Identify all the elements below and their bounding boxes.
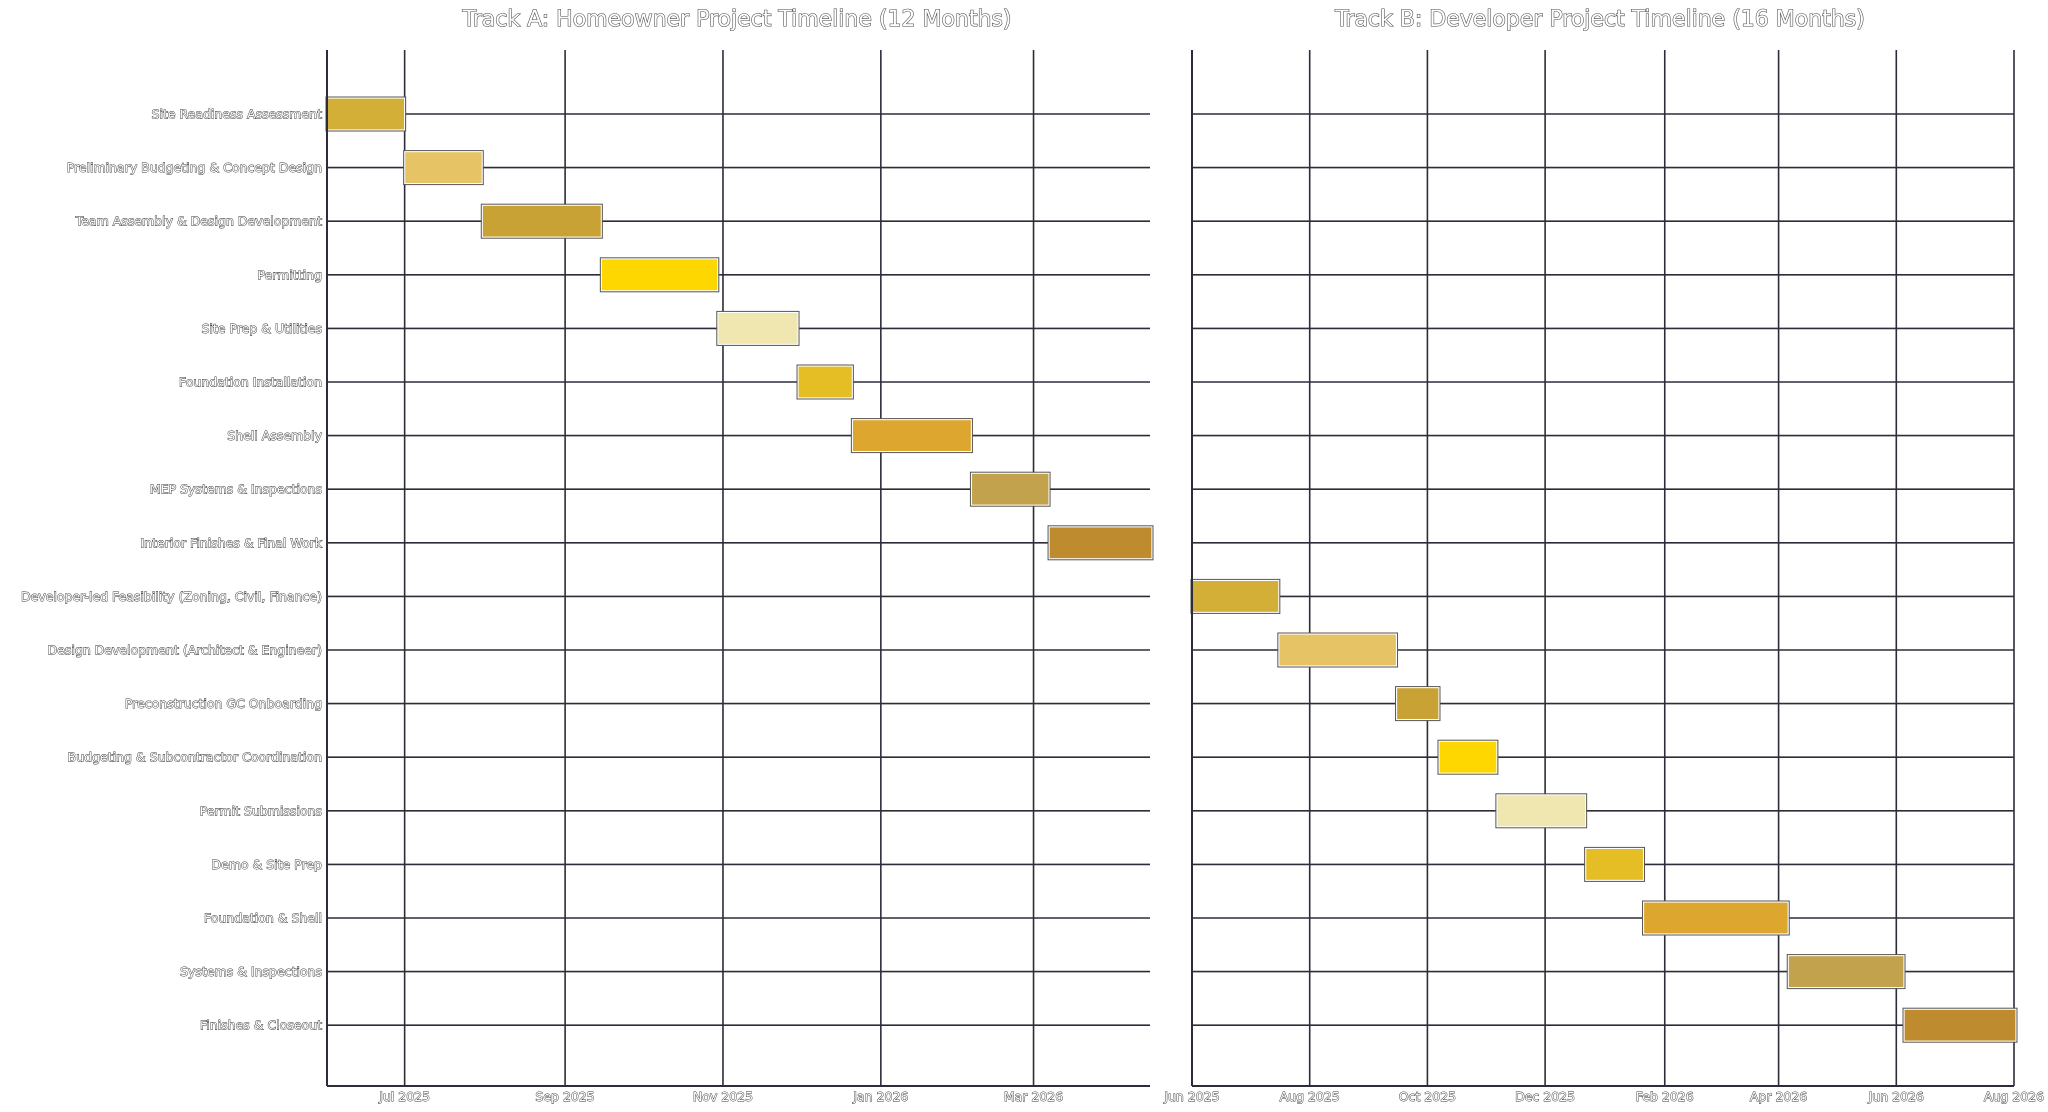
task-bar xyxy=(600,258,719,292)
task-bar-outline xyxy=(1902,1007,2018,1043)
task-bar xyxy=(717,311,799,345)
task-bar xyxy=(797,365,853,399)
task-label: Design Development (Architect & Engineer… xyxy=(48,643,322,658)
task-bars xyxy=(325,96,2018,1043)
task-bar-outline xyxy=(850,418,973,454)
task-label: MEP Systems & Inspections xyxy=(150,482,322,497)
x-tick-label: Oct 2025 xyxy=(1399,1089,1456,1104)
task-bar xyxy=(1191,579,1280,614)
task-bar xyxy=(1278,633,1398,667)
task-label: Budgeting & Subcontractor Coordination xyxy=(68,750,322,765)
task-bar xyxy=(404,151,483,185)
task-label: Systems & Inspections xyxy=(180,964,322,979)
task-bar xyxy=(851,419,973,453)
task-bar-outline xyxy=(1277,632,1399,668)
task-bar xyxy=(1496,794,1587,828)
task-bar xyxy=(481,204,602,238)
task-label: Shell Assembly xyxy=(227,428,322,443)
task-label: Team Assembly & Design Development xyxy=(75,214,322,229)
x-tick-label: Jun 2025 xyxy=(1163,1089,1219,1104)
x-tick-label: Dec 2025 xyxy=(1515,1089,1575,1104)
task-bar-outline xyxy=(1642,900,1790,936)
task-bar-outline xyxy=(796,364,854,400)
task-bar-outline xyxy=(403,150,484,186)
task-label: Permitting xyxy=(258,267,322,282)
x-tick-labels: Jul 2025 Sep 2025 Nov 2025 Jan 2026 Mar 2026… xyxy=(378,1089,2045,1105)
task-bar-outline xyxy=(599,257,720,293)
task-label: Site Readiness Assessment xyxy=(152,107,323,122)
task-bar-outline xyxy=(969,471,1051,507)
task-bar-outline xyxy=(1786,954,1906,990)
x-tick-label: Jan 2026 xyxy=(852,1089,908,1104)
task-label: Preconstruction GC Onboarding xyxy=(125,696,322,711)
task-labels: Site Readiness Assessment Preliminary Bud… xyxy=(21,106,324,1033)
track-b-title: Track B: Developer Project Timeline (16 … xyxy=(1334,7,1865,32)
x-tick-label: Aug 2026 xyxy=(1984,1089,2044,1104)
task-bar xyxy=(1787,954,1905,989)
x-tick-label: Mar 2026 xyxy=(1004,1089,1063,1104)
task-bar-outline xyxy=(716,310,800,346)
task-bar xyxy=(1048,526,1153,560)
task-bar xyxy=(1642,901,1789,935)
task-bar-outline xyxy=(480,203,603,239)
task-label: Foundation & Shell xyxy=(204,911,322,926)
task-bar-outline xyxy=(1495,793,1588,829)
x-tick-label: Apr 2026 xyxy=(1750,1089,1807,1104)
task-bar xyxy=(970,472,1050,506)
task-label: Finishes & Closeout xyxy=(200,1018,322,1033)
task-bar-outline xyxy=(1437,739,1499,775)
task-label: Preliminary Budgeting & Concept Design xyxy=(67,160,322,175)
x-tick-label: Nov 2025 xyxy=(693,1089,753,1104)
x-tick-label: Jun 2026 xyxy=(1868,1089,1924,1104)
axes xyxy=(326,50,2014,1087)
task-label: Demo & Site Prep xyxy=(211,857,322,872)
task-bar-outline xyxy=(1395,686,1441,722)
task-bar xyxy=(1585,847,1645,882)
task-label: Permit Submissions xyxy=(200,803,322,818)
task-bar xyxy=(1438,740,1498,774)
task-bar-outline xyxy=(1047,525,1154,561)
task-label: Developer-led Feasibility (Zoning, Civil… xyxy=(21,589,322,604)
task-label: Site Prep & Utilities xyxy=(201,321,322,336)
task-bar xyxy=(1903,1008,2017,1042)
task-bar-outline xyxy=(1584,846,1646,882)
x-tick-label: Feb 2026 xyxy=(1636,1089,1694,1104)
x-tick-label: Aug 2025 xyxy=(1280,1089,1340,1104)
task-label: Foundation Installation xyxy=(179,375,322,390)
task-bar xyxy=(1395,686,1440,721)
task-label: Interior Finishes & Final Work xyxy=(141,535,323,550)
track-a-title: Track A: Homeowner Project Timeline (12 … xyxy=(462,7,1012,32)
x-tick-label: Sep 2025 xyxy=(535,1089,594,1104)
x-tick-label: Jul 2025 xyxy=(378,1089,430,1104)
task-bar xyxy=(326,97,406,131)
